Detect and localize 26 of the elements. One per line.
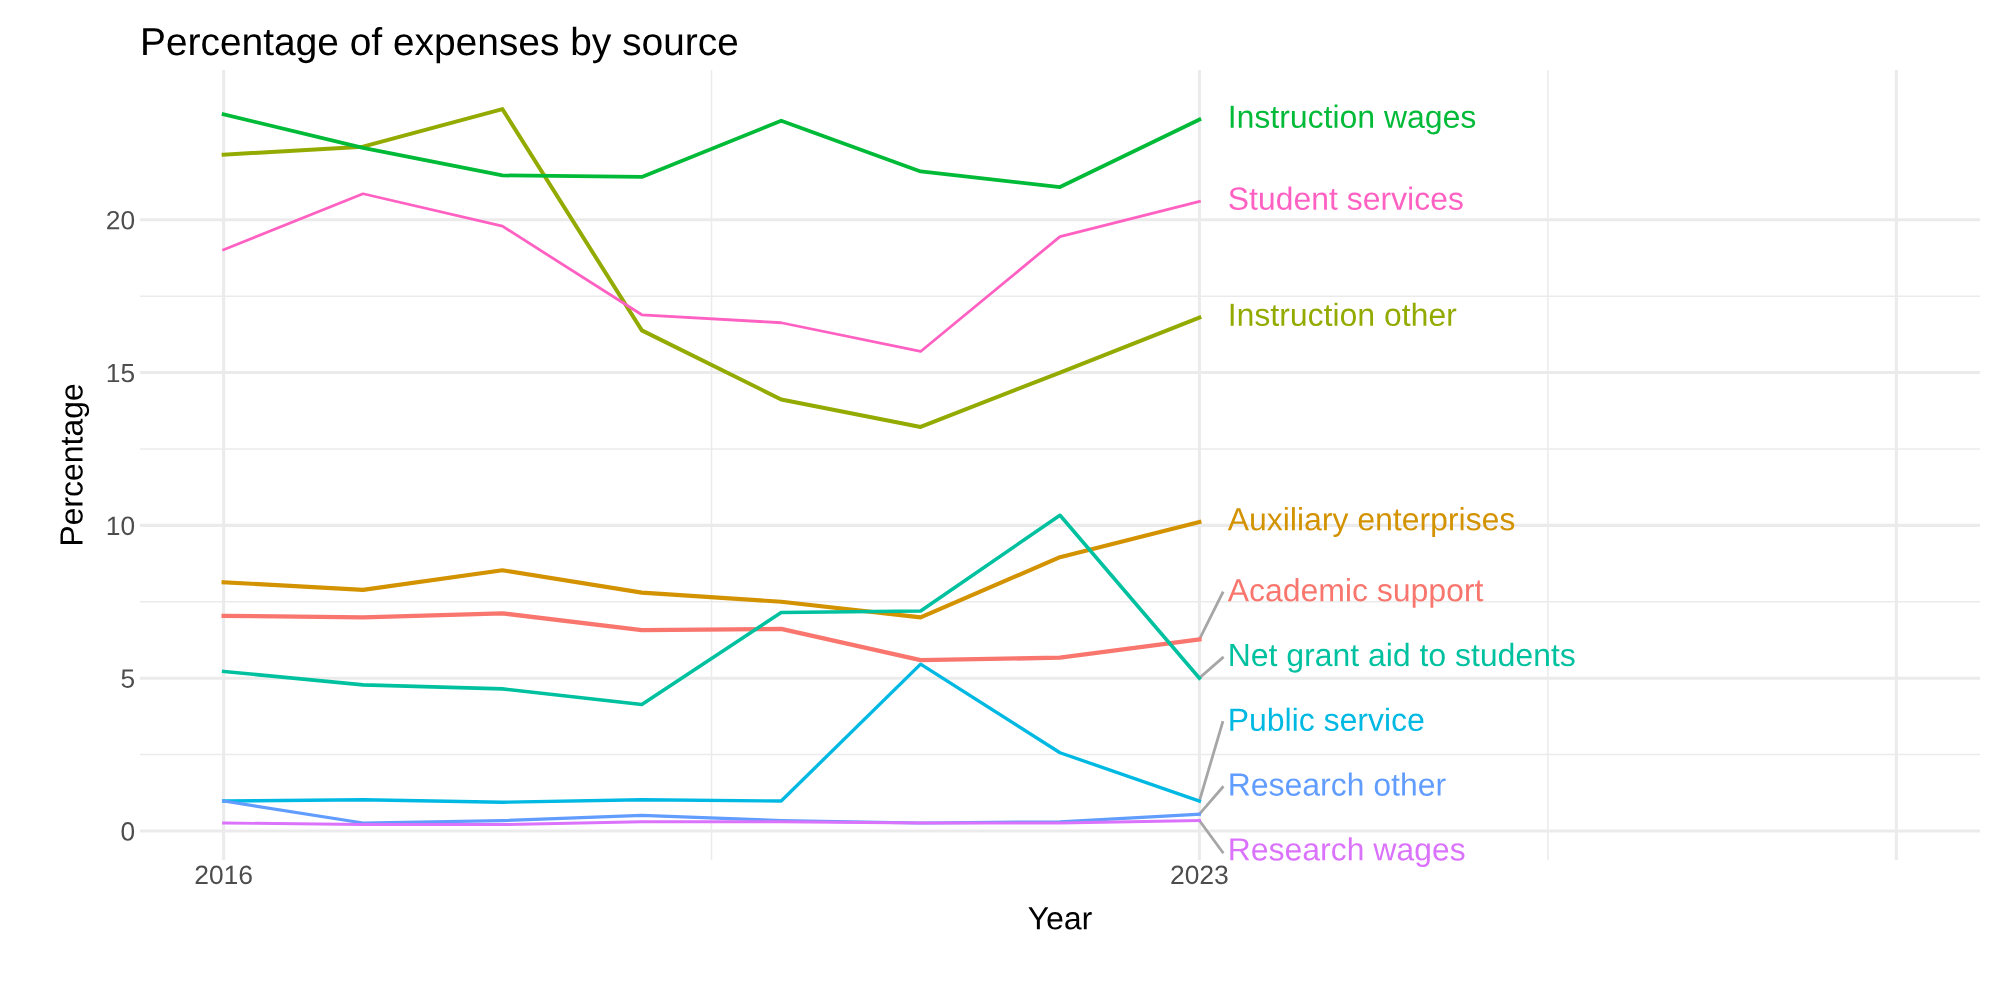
series-label: Research wages: [1230, 837, 1465, 867]
y-tick-label: 10: [107, 516, 135, 536]
line-series: [221, 112, 1202, 189]
y-tick-label: 0: [121, 822, 135, 841]
series-label: Instruction other: [1230, 302, 1457, 327]
series-label: Auxiliary enterprises: [1227, 507, 1515, 537]
series-label: Research other: [1230, 772, 1446, 796]
series-label: Net grant aid to students: [1230, 642, 1575, 673]
series-label: Student services: [1229, 186, 1463, 210]
series-label: Academic support: [1227, 578, 1484, 608]
line-series: [222, 192, 1201, 353]
x-tick-label: 2023: [1171, 865, 1228, 885]
y-tick-label: 20: [107, 210, 135, 230]
x-axis-title: Year: [1028, 907, 1092, 930]
series-label: Instruction wages: [1230, 104, 1476, 135]
line-series: [221, 662, 1202, 804]
chart-title: Percentage of expenses by source: [143, 26, 738, 64]
line-series: [221, 611, 1202, 663]
x-tick-label: 2016: [195, 865, 252, 885]
y-axis-title: Percentage: [60, 384, 90, 545]
line-series: [221, 107, 1202, 429]
text: Public service: [1230, 707, 1424, 732]
line-series: [221, 513, 1202, 707]
line-series: [221, 519, 1202, 620]
y-tick-label: 15: [107, 363, 135, 383]
y-tick-label: 5: [121, 669, 135, 688]
